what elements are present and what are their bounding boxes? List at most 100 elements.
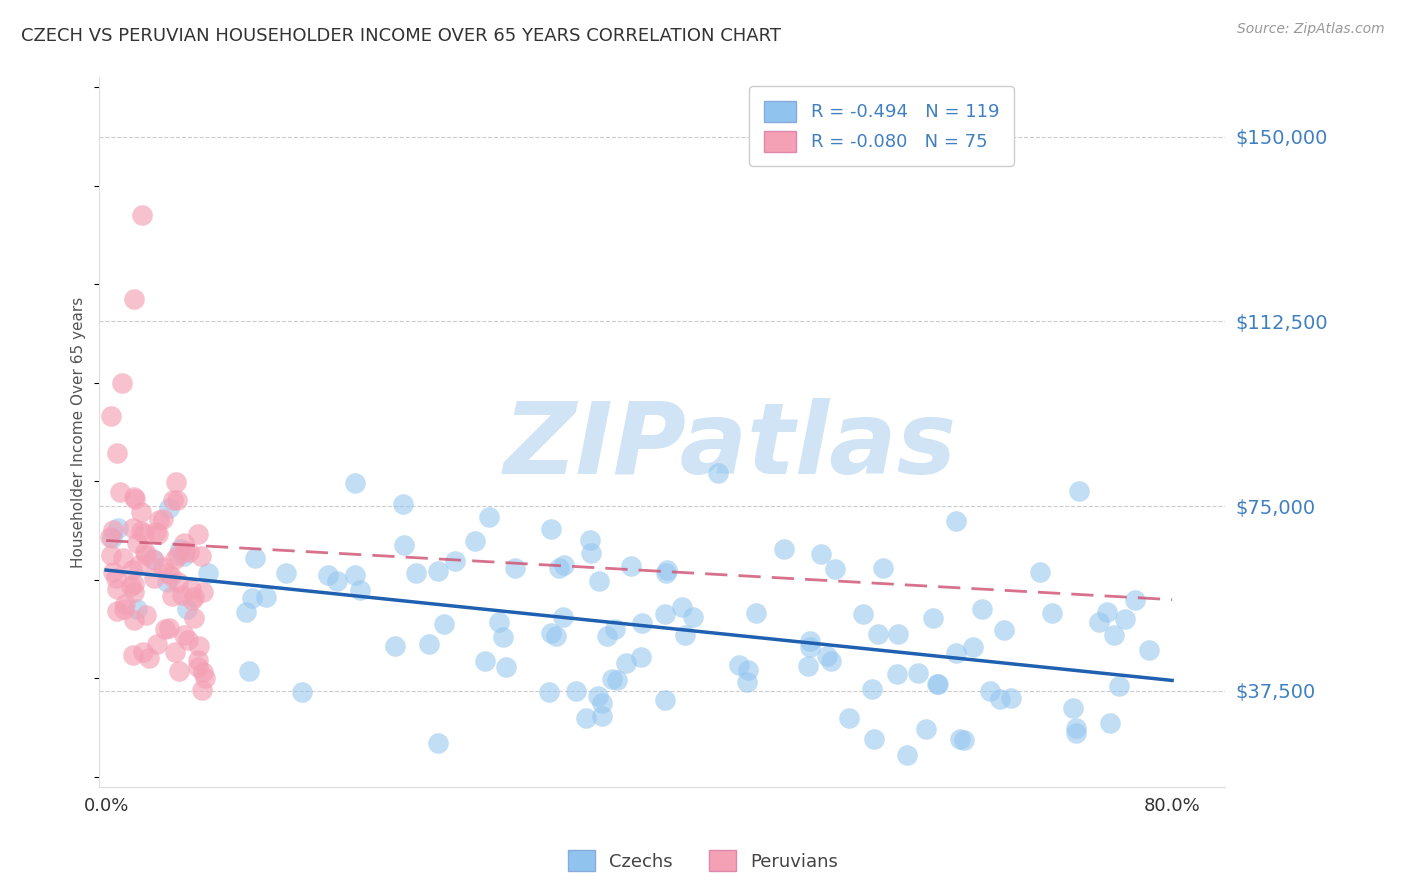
Point	[112, 602, 135, 616]
Point	[488, 615, 510, 630]
Point	[162, 493, 184, 508]
Point	[972, 601, 994, 615]
Point	[427, 565, 450, 579]
Point	[600, 672, 623, 686]
Point	[492, 630, 515, 644]
Text: ZIPatlas: ZIPatlas	[503, 398, 956, 495]
Point	[962, 640, 984, 654]
Point	[503, 560, 526, 574]
Text: Source: ZipAtlas.com: Source: ZipAtlas.com	[1237, 22, 1385, 37]
Point	[129, 524, 152, 539]
Point	[238, 665, 260, 679]
Point	[120, 579, 142, 593]
Point	[181, 593, 204, 607]
Point	[135, 607, 157, 622]
Point	[166, 492, 188, 507]
Point	[586, 689, 609, 703]
Point	[160, 589, 183, 603]
Point	[124, 492, 146, 507]
Point	[654, 692, 676, 706]
Point	[122, 491, 145, 505]
Point	[145, 525, 167, 540]
Point	[426, 736, 449, 750]
Point	[122, 292, 145, 306]
Point	[128, 558, 150, 572]
Point	[146, 527, 169, 541]
Point	[187, 653, 209, 667]
Point	[1099, 716, 1122, 731]
Point	[193, 665, 215, 679]
Point	[614, 657, 637, 671]
Point	[138, 651, 160, 665]
Point	[810, 547, 832, 561]
Point	[183, 611, 205, 625]
Point	[863, 731, 886, 746]
Point	[187, 639, 209, 653]
Point	[575, 711, 598, 725]
Point	[122, 648, 145, 662]
Point	[949, 731, 972, 746]
Point	[1062, 700, 1084, 714]
Point	[1000, 691, 1022, 706]
Point	[886, 667, 908, 681]
Point	[478, 510, 501, 524]
Point	[540, 522, 562, 536]
Point	[100, 409, 122, 423]
Point	[546, 629, 568, 643]
Point	[392, 498, 415, 512]
Point	[772, 541, 794, 556]
Point	[180, 582, 202, 596]
Point	[125, 536, 148, 550]
Point	[682, 609, 704, 624]
Point	[887, 626, 910, 640]
Point	[100, 531, 122, 545]
Text: CZECH VS PERUVIAN HOUSEHOLDER INCOME OVER 65 YEARS CORRELATION CHART: CZECH VS PERUVIAN HOUSEHOLDER INCOME OVE…	[21, 27, 782, 45]
Point	[325, 574, 347, 588]
Legend: R = -0.494   N = 119, R = -0.080   N = 75: R = -0.494 N = 119, R = -0.080 N = 75	[749, 87, 1014, 166]
Point	[169, 664, 191, 678]
Point	[155, 574, 177, 589]
Point	[655, 563, 678, 577]
Point	[122, 521, 145, 535]
Point	[979, 683, 1001, 698]
Point	[157, 501, 180, 516]
Point	[105, 571, 128, 585]
Point	[1064, 722, 1087, 736]
Point	[464, 533, 486, 548]
Point	[194, 671, 217, 685]
Point	[122, 584, 145, 599]
Point	[167, 548, 190, 562]
Point	[838, 711, 860, 725]
Point	[142, 571, 165, 585]
Point	[820, 654, 842, 668]
Point	[1097, 605, 1119, 619]
Point	[737, 663, 759, 677]
Point	[1123, 593, 1146, 607]
Point	[343, 475, 366, 490]
Point	[177, 632, 200, 647]
Point	[165, 645, 187, 659]
Point	[952, 732, 974, 747]
Point	[173, 549, 195, 563]
Point	[125, 602, 148, 616]
Point	[993, 624, 1015, 638]
Point	[349, 583, 371, 598]
Point	[107, 521, 129, 535]
Point	[744, 606, 766, 620]
Point	[988, 691, 1011, 706]
Point	[254, 590, 277, 604]
Point	[148, 513, 170, 527]
Point	[630, 649, 652, 664]
Point	[922, 611, 945, 625]
Point	[124, 613, 146, 627]
Point	[98, 530, 121, 544]
Point	[915, 722, 938, 736]
Point	[170, 589, 193, 603]
Point	[187, 526, 209, 541]
Point	[927, 676, 949, 690]
Point	[418, 637, 440, 651]
Point	[896, 748, 918, 763]
Point	[245, 551, 267, 566]
Point	[671, 600, 693, 615]
Point	[167, 575, 190, 590]
